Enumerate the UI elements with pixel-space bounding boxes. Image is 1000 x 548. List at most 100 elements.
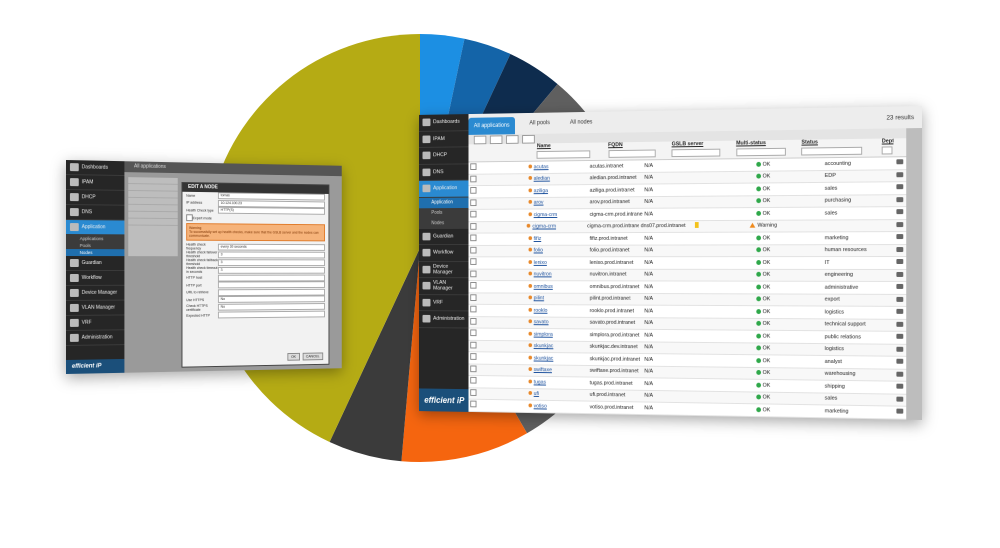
nav-item[interactable]: VRF	[418, 294, 469, 312]
nav-item[interactable]: VRF	[66, 315, 125, 331]
nav-item[interactable]: Guardian	[66, 256, 125, 271]
nav-item[interactable]: Device Manager	[66, 285, 125, 301]
edit-button[interactable]	[896, 159, 904, 165]
app-name[interactable]: fifiz	[533, 235, 542, 242]
nav-item[interactable]: Guardian	[418, 228, 469, 246]
nav-item[interactable]: Administration	[418, 311, 469, 328]
tool-button[interactable]	[522, 134, 535, 144]
app-name[interactable]: simplora	[533, 331, 553, 338]
field-input[interactable]: every 30 seconds	[217, 243, 325, 251]
edit-button[interactable]	[896, 383, 904, 389]
checkbox[interactable]	[470, 353, 477, 361]
edit-button[interactable]	[896, 221, 904, 227]
checkbox[interactable]	[470, 400, 477, 408]
tool-button[interactable]	[489, 134, 503, 144]
nav-item[interactable]: IPAM	[418, 130, 469, 148]
checkbox[interactable]	[470, 305, 477, 313]
app-name[interactable]: folio	[533, 247, 543, 254]
edit-button[interactable]	[896, 358, 904, 365]
nav-item[interactable]: VLAN Manager	[418, 278, 469, 295]
app-name[interactable]: savato	[533, 319, 549, 326]
checkbox[interactable]	[470, 294, 477, 301]
filter-input[interactable]	[881, 146, 893, 155]
edit-button[interactable]	[896, 209, 904, 215]
field-input[interactable]	[217, 288, 325, 296]
app-name[interactable]: pilint	[533, 295, 545, 302]
dialog-button[interactable]: OK	[287, 352, 300, 361]
subnav-item[interactable]: Pools	[418, 207, 469, 219]
nav-item[interactable]: DNS	[418, 163, 469, 181]
app-name[interactable]: ufi	[533, 391, 539, 398]
app-name[interactable]: skunkjac	[533, 355, 554, 362]
checkbox[interactable]	[470, 211, 477, 218]
nav-item[interactable]: Dashboards	[66, 160, 125, 177]
checkbox[interactable]	[470, 377, 477, 384]
nav-item[interactable]: Workflow	[418, 244, 469, 262]
edit-button[interactable]	[896, 408, 904, 414]
filter-input[interactable]	[536, 150, 591, 159]
edit-button[interactable]	[896, 234, 904, 240]
nav-item[interactable]: IPAM	[66, 175, 125, 191]
checkbox[interactable]	[470, 282, 477, 289]
subnav-item[interactable]: Application	[418, 197, 469, 208]
edit-button[interactable]	[896, 184, 904, 190]
field-input[interactable]	[217, 310, 325, 319]
app-name[interactable]: cigma-crm	[533, 211, 558, 218]
nav-item[interactable]: DNS	[66, 205, 125, 221]
filter-input[interactable]	[608, 149, 657, 158]
tab[interactable]: All nodes	[569, 119, 593, 126]
edit-button[interactable]	[896, 309, 904, 315]
nav-item[interactable]: DHCP	[418, 147, 469, 165]
app-name[interactable]: arov	[533, 200, 544, 206]
field-input[interactable]: No	[217, 303, 325, 311]
app-name[interactable]: aledian	[533, 176, 550, 182]
dialog-button[interactable]: CANCEL	[302, 352, 324, 361]
field-input[interactable]: No	[217, 295, 325, 304]
app-name[interactable]: tugas	[533, 379, 547, 386]
field-input[interactable]: 3	[217, 251, 325, 259]
subnav-item[interactable]: Nodes	[418, 217, 469, 229]
edit-button[interactable]	[896, 284, 904, 290]
app-name[interactable]: omnibus	[533, 283, 553, 290]
checkbox[interactable]	[470, 270, 477, 278]
tab[interactable]: All applications	[468, 117, 515, 135]
edit-button[interactable]	[896, 171, 904, 177]
edit-button[interactable]	[896, 396, 904, 402]
nav-item[interactable]: Device Manager	[418, 261, 469, 279]
nav-item[interactable]: VLAN Manager	[66, 300, 125, 316]
app-name[interactable]: lenixo	[533, 259, 547, 266]
nav-item[interactable]: Administration	[66, 330, 125, 346]
field-input[interactable]: HTTP(S)	[217, 207, 325, 216]
edit-button[interactable]	[896, 334, 904, 340]
filter-input[interactable]	[801, 146, 863, 156]
tab[interactable]: All pools	[529, 120, 550, 127]
app-name[interactable]: votiso	[533, 403, 547, 410]
edit-button[interactable]	[896, 259, 904, 265]
checkbox[interactable]	[470, 317, 477, 325]
checkbox[interactable]	[470, 199, 477, 206]
edit-button[interactable]	[896, 196, 904, 202]
checkbox[interactable]	[470, 246, 477, 254]
edit-button[interactable]	[896, 371, 904, 377]
checkbox[interactable]	[470, 163, 477, 171]
tool-button[interactable]	[473, 135, 487, 144]
edit-button[interactable]	[896, 346, 904, 352]
nav-item[interactable]: Application	[418, 180, 469, 198]
checkbox[interactable]	[470, 187, 477, 194]
app-name[interactable]: acutas	[533, 164, 549, 171]
nav-item[interactable]: Application	[66, 220, 125, 236]
app-name[interactable]: nuvitron	[533, 271, 552, 278]
app-name[interactable]: swiftaxe	[533, 367, 552, 374]
checkbox[interactable]	[470, 175, 477, 183]
checkbox[interactable]	[470, 388, 477, 396]
checkbox[interactable]	[470, 365, 477, 372]
field-input[interactable]	[217, 274, 325, 282]
filter-input[interactable]	[671, 148, 721, 158]
field-input[interactable]	[217, 281, 325, 289]
app-name[interactable]: skunkjac	[533, 343, 554, 350]
checkbox[interactable]	[470, 222, 477, 230]
edit-button[interactable]	[896, 271, 904, 277]
checkbox[interactable]	[470, 341, 477, 349]
nav-item[interactable]: DHCP	[66, 190, 125, 206]
checkbox[interactable]	[470, 329, 477, 337]
